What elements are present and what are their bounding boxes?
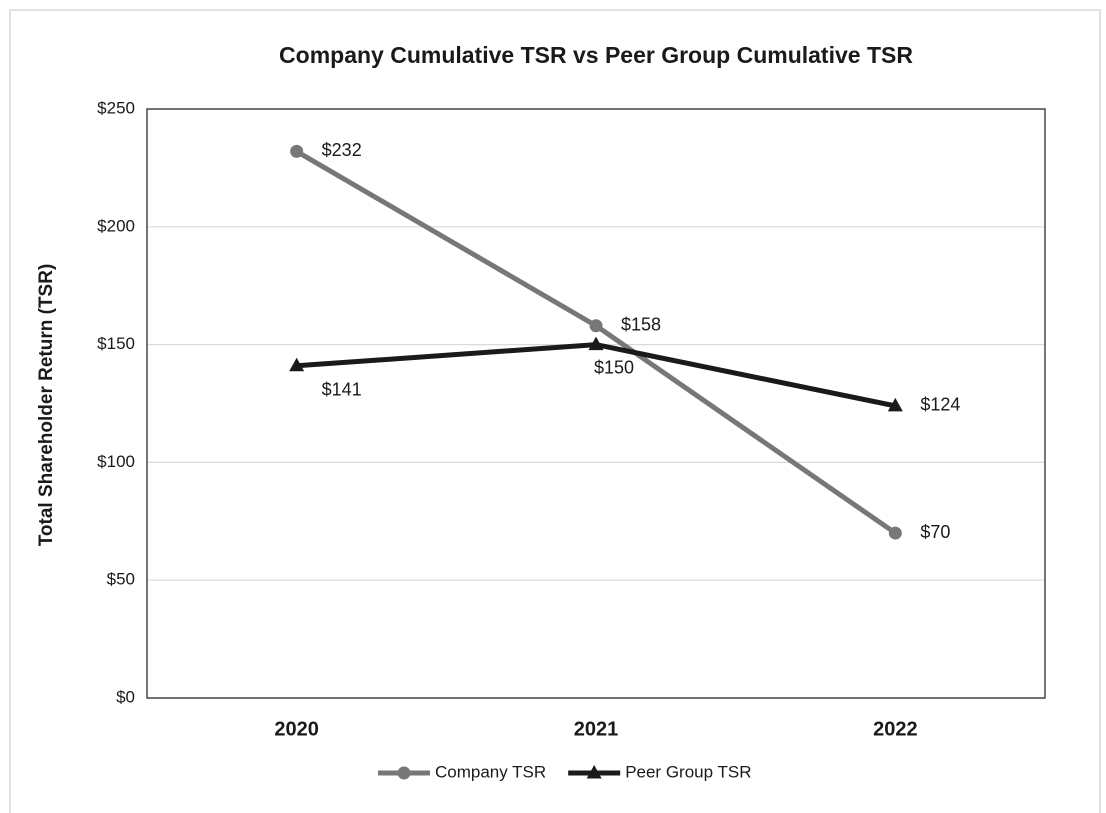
- y-tick-label: $200: [97, 216, 135, 235]
- x-tick-label: 2020: [274, 718, 319, 740]
- chart-title: Company Cumulative TSR vs Peer Group Cum…: [279, 42, 913, 68]
- data-label: $158: [621, 315, 661, 335]
- data-point: [888, 526, 902, 540]
- data-point: [887, 397, 903, 412]
- y-tick-label: $150: [97, 334, 135, 353]
- x-tick-label: 2021: [574, 718, 619, 740]
- data-label: $124: [920, 395, 960, 415]
- legend-marker: [397, 766, 411, 780]
- data-label: $150: [594, 357, 634, 377]
- legend-marker: [586, 765, 602, 779]
- data-label: $232: [322, 140, 362, 160]
- chart-border: [9, 9, 1101, 813]
- data-point: [588, 336, 604, 351]
- data-point: [290, 144, 304, 158]
- legend-label: Peer Group TSR: [625, 762, 751, 781]
- y-tick-label: $100: [97, 452, 135, 471]
- y-tick-label: $250: [97, 98, 135, 117]
- x-tick-label: 2022: [873, 718, 918, 740]
- legend-label: Company TSR: [435, 762, 546, 781]
- data-label: $141: [322, 380, 362, 400]
- data-label: $70: [920, 522, 950, 542]
- y-tick-label: $0: [116, 687, 135, 706]
- y-axis-label: Total Shareholder Return (TSR): [36, 264, 57, 547]
- y-tick-label: $50: [107, 570, 135, 589]
- data-point: [289, 357, 305, 372]
- data-point: [589, 319, 603, 333]
- plot-border: [146, 108, 1046, 699]
